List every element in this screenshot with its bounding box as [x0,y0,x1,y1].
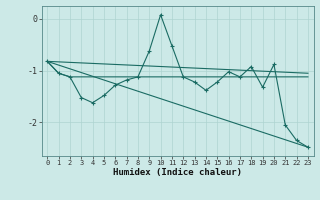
X-axis label: Humidex (Indice chaleur): Humidex (Indice chaleur) [113,168,242,177]
